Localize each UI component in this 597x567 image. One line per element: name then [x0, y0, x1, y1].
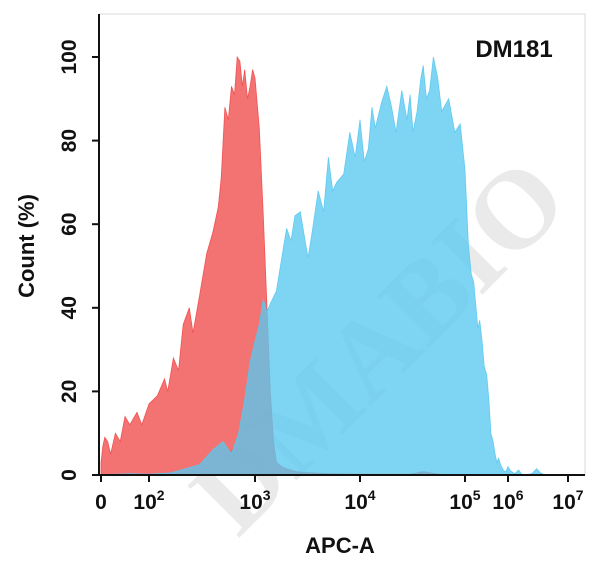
x-tick-label: 104 [344, 487, 375, 514]
y-tick-label: 80 [58, 129, 81, 152]
chart-title: DM181 [475, 36, 552, 63]
y-tick-label: 40 [58, 296, 81, 319]
y-tick-label: 20 [58, 380, 81, 403]
x-tick-label: 105 [449, 487, 480, 514]
y-axis-title: Count (%) [14, 194, 39, 298]
x-tick-label: 106 [492, 487, 523, 514]
x-tick-label: 103 [239, 487, 270, 514]
x-tick-label: 0 [95, 491, 107, 514]
axes-layer: 0 20 40 60 80 100 0 102 103 104 105 106 107 [58, 14, 585, 514]
y-tick-label: 0 [58, 469, 81, 481]
series-layer [100, 55, 545, 476]
x-axis-title: APC-A [305, 533, 375, 558]
x-tick-label: 102 [133, 487, 164, 514]
histogram-series-2 [100, 56, 545, 476]
y-tick-label: 100 [58, 39, 81, 74]
x-tick-label: 107 [552, 487, 583, 514]
y-tick-label: 60 [58, 213, 81, 236]
